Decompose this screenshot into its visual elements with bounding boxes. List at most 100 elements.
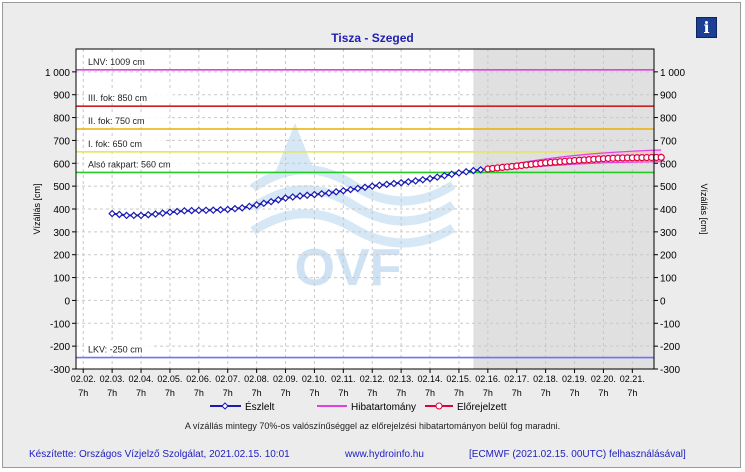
observed-point-9 [173,207,181,216]
y-tick-label-left-3: 700 [53,136,70,147]
chart-caption: A vízállás mintegy 70%-os valószínűségge… [184,421,561,431]
x-tick-label-5: 02.07. [215,374,240,384]
y-tick-label-left-1: 900 [53,91,70,102]
y-tick-label-right-9: 100 [660,274,677,285]
x-tick-hour-2: 7h [136,388,146,398]
legend-observed-marker [221,402,229,410]
observed-point-36 [368,182,377,190]
observed-point-35 [361,183,369,192]
y-tick-label-right-8: 200 [660,251,677,262]
observed-point-18 [238,204,247,212]
y-tick-label-left-12: -200 [50,342,70,353]
level-label-4: Alsó rakpart: 560 cm [88,159,171,169]
observed-point-3 [129,211,138,220]
observed-point-20 [252,201,261,209]
observed-point-27 [303,191,312,200]
chart-svg: OVF LNV: 1009 cm III. fok: 850 cm II. fok:… [32,48,709,413]
info-icon[interactable]: i [696,17,717,38]
x-tick-hour-0: 7h [78,388,88,398]
watermark-wave-1 [250,185,456,226]
x-tick-hour-13: 7h [454,388,464,398]
forecast-point-36 [657,153,665,161]
observed-point-14 [209,206,218,214]
level-label-bg-1 [84,91,174,104]
y-tick-label-right-0: 1 000 [660,68,685,79]
y-tick-label-left-13: -300 [50,365,70,376]
y-tick-label-left-0: 1 000 [45,68,70,79]
y-axis-title-left: Vízállás [cm] [32,183,42,234]
observed-point-32 [339,186,348,195]
x-tick-hour-9: 7h [338,388,348,398]
x-tick-label-6: 02.08. [244,374,269,384]
x-tick-hour-18: 7h [598,388,608,398]
x-tick-label-13: 02.15. [446,374,471,384]
observed-point-11 [187,206,196,215]
x-tick-label-1: 02.03. [100,374,125,384]
observed-point-40 [397,178,405,187]
x-tick-hour-19: 7h [627,388,637,398]
observed-point-15 [216,205,225,214]
x-tick-label-4: 02.06. [186,374,211,384]
footer-author: Készítette: Országos Vízjelző Szolgálat,… [29,449,290,460]
x-tick-label-11: 02.13. [389,374,414,384]
chart-frame: Tisza - Szeged i OVF LNV: 1009 cm III. fo… [2,2,741,468]
observed-point-8 [166,208,174,217]
y-tick-label-right-11: -100 [660,319,680,330]
observed-point-22 [267,197,275,206]
observed-point-41 [404,177,413,186]
observed-point-2 [122,211,131,220]
y-tick-label-left-7: 300 [53,228,70,239]
observed-point-48 [455,169,463,177]
x-tick-label-3: 02.05. [157,374,182,384]
y-tick-label-right-12: -200 [660,342,680,353]
x-tick-hour-12: 7h [425,388,435,398]
observed-point-29 [317,189,326,198]
observed-point-24 [281,194,290,202]
observed-point-49 [462,167,470,176]
observed-point-17 [231,204,239,213]
watermark-wave-2 [250,209,456,248]
y-tick-label-right-1: 900 [660,91,677,102]
observed-point-50 [469,166,478,175]
observed-point-13 [202,206,210,215]
y-tick-label-right-5: 500 [660,182,677,193]
observed-point-10 [180,206,189,215]
x-tick-label-14: 02.16. [475,374,500,384]
observed-point-45 [433,173,442,181]
observed-point-33 [346,185,355,194]
observed-point-5 [144,210,153,219]
y-tick-label-right-10: 0 [660,296,666,307]
level-label-2: II. fok: 750 cm [88,116,145,126]
level-label-bg-4 [84,157,194,170]
observed-point-28 [310,190,319,199]
x-tick-label-18: 02.20. [591,374,616,384]
observed-point-42 [411,177,420,185]
level-label-bg-5 [84,342,153,355]
x-tick-label-0: 02.02. [71,374,96,384]
footer-website-link[interactable]: www.hydroinfo.hu [345,449,424,460]
observed-point-1 [115,210,124,219]
legend-forecast-label: Előrejelzett [457,402,507,413]
watermark-triangle [275,123,315,173]
y-tick-label-right-4: 600 [660,159,677,170]
chart-title: Tisza - Szeged [331,31,414,45]
x-tick-label-17: 02.19. [562,374,587,384]
x-tick-hour-4: 7h [194,388,204,398]
observed-point-46 [440,171,449,180]
y-tick-label-right-6: 400 [660,205,677,216]
x-tick-hour-5: 7h [223,388,233,398]
level-label-bg-0 [84,54,153,67]
x-tick-label-19: 02.21. [620,374,645,384]
ovf-watermark: OVF [250,123,456,297]
y-tick-label-left-2: 800 [53,114,70,125]
observed-point-21 [260,199,268,208]
y-tick-label-left-4: 600 [53,159,70,170]
x-tick-hour-11: 7h [396,388,406,398]
y-tick-label-left-6: 400 [53,205,70,216]
observed-point-47 [447,170,456,179]
legend-observed-label: Észlelt [245,400,275,413]
legend-forecast-marker [435,402,443,410]
y-tick-label-left-5: 500 [53,182,70,193]
x-tick-hour-15: 7h [512,388,522,398]
x-tick-hour-7: 7h [281,388,291,398]
